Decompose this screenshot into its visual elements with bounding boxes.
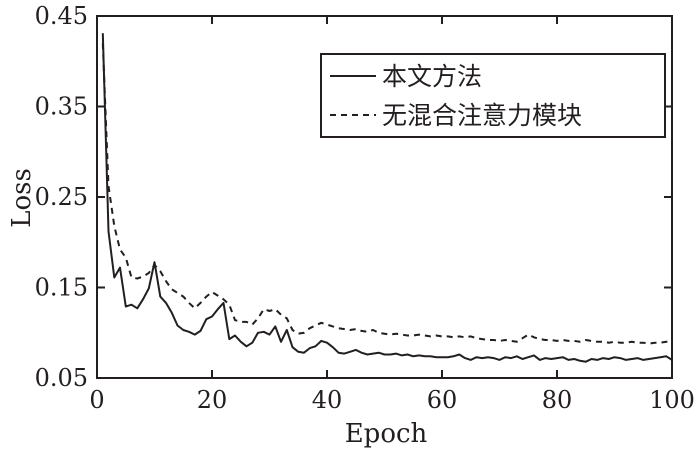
x-tick-label: 40 <box>312 386 343 414</box>
legend-label-1: 无混合注意力模块 <box>382 101 582 130</box>
series-line-1 <box>101 43 673 345</box>
x-tick-label: 80 <box>542 386 573 414</box>
chart-marks <box>101 33 673 363</box>
x-tick-label: 20 <box>197 386 228 414</box>
y-tick-label: 0.45 <box>35 2 88 30</box>
legend-label-0: 本文方法 <box>382 62 482 91</box>
y-tick-label: 0.05 <box>35 364 88 392</box>
legend-box <box>320 53 666 138</box>
y-tick-label: 0.25 <box>35 183 88 211</box>
y-tick-label: 0.35 <box>35 93 88 121</box>
y-axis-label: Loss <box>7 168 37 228</box>
legend: 本文方法 无混合注意力模块 <box>320 53 666 138</box>
series-line-0 <box>101 33 673 363</box>
axis-ticks: 0 20 40 60 80 100 0.05 0.15 0.25 0.35 0.45 <box>35 2 695 414</box>
y-tick-label: 0.15 <box>35 274 88 302</box>
x-axis-label: Epoch <box>345 419 428 449</box>
x-tick-label: 0 <box>89 386 104 414</box>
x-tick-label: 100 <box>649 386 695 414</box>
x-tick-label: 60 <box>427 386 458 414</box>
